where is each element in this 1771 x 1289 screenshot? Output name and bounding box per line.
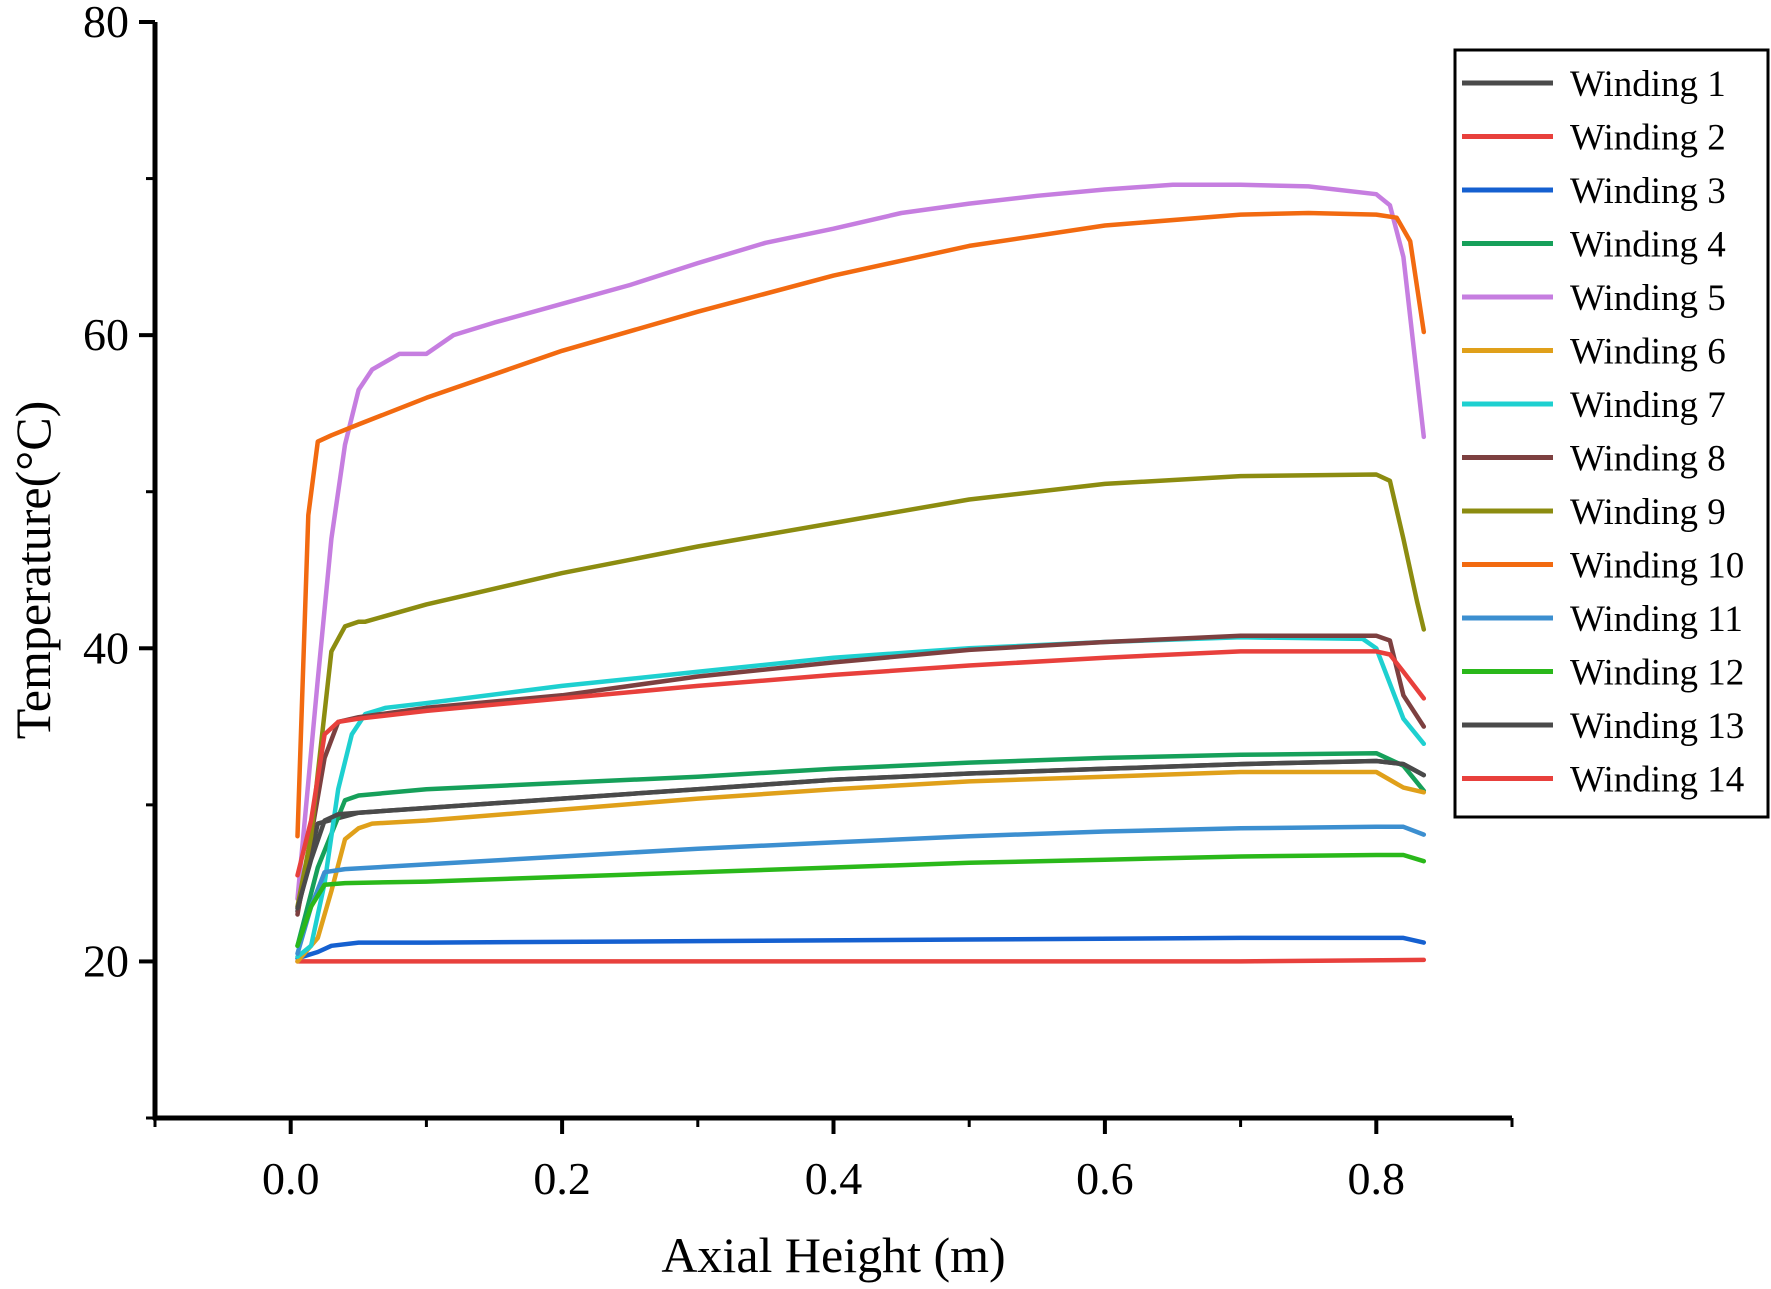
series-line-6 xyxy=(295,769,1427,964)
x-axis-title: Axial Height (m) xyxy=(661,1227,1005,1283)
legend-box xyxy=(1453,48,1770,819)
ticks: 20 40 60 80 0.0 0.2 0.4 0.6 0.8 xyxy=(83,0,1514,1204)
x-tick-label: 0.4 xyxy=(805,1153,863,1204)
series-line-1 xyxy=(295,758,1427,914)
y-tick-label: 80 xyxy=(83,0,129,47)
y-tick-label: 60 xyxy=(83,309,129,360)
legend-label: Winding 8 xyxy=(1570,439,1726,480)
legend-label: Winding 3 xyxy=(1570,171,1726,212)
series-line-3 xyxy=(295,935,1427,961)
legend-label: Winding 14 xyxy=(1570,760,1744,801)
legend-label: Winding 6 xyxy=(1570,332,1726,373)
legend-label: Winding 9 xyxy=(1570,492,1726,533)
legend-label: Winding 2 xyxy=(1570,118,1726,159)
series-line-5 xyxy=(295,182,1427,902)
series-line-9 xyxy=(295,472,1427,909)
plot-lines xyxy=(295,182,1427,964)
legend-label: Winding 5 xyxy=(1570,278,1726,319)
legend-label: Winding 7 xyxy=(1570,385,1726,426)
series-line-11 xyxy=(295,824,1427,956)
x-tick-label: 0.2 xyxy=(533,1153,591,1204)
legend-label: Winding 10 xyxy=(1570,546,1744,587)
y-axis-title: Temperature(°C) xyxy=(5,401,61,740)
x-tick-label: 0.6 xyxy=(1076,1153,1134,1204)
legend-label: Winding 11 xyxy=(1570,599,1743,640)
legend: Winding 1 Winding 2 Winding 3 Winding 4 Wind… xyxy=(1453,48,1770,819)
y-tick-label: 20 xyxy=(83,935,129,986)
series-line-14 xyxy=(295,649,1427,878)
series-line-4 xyxy=(295,750,1427,949)
legend-label: Winding 13 xyxy=(1570,706,1744,747)
x-tick-label: 0.8 xyxy=(1348,1153,1406,1204)
legend-label: Winding 1 xyxy=(1570,64,1726,105)
series-line-13 xyxy=(295,758,1427,911)
x-tick-label: 0.0 xyxy=(262,1153,320,1204)
legend-label: Winding 4 xyxy=(1570,225,1726,266)
series-line-12 xyxy=(295,852,1427,949)
legend-label: Winding 12 xyxy=(1570,653,1744,694)
series-line-8 xyxy=(295,633,1427,917)
y-tick-label: 40 xyxy=(83,622,129,673)
series-line-2 xyxy=(295,957,1427,964)
series-line-7 xyxy=(295,635,1427,959)
series-line-10 xyxy=(295,210,1427,839)
